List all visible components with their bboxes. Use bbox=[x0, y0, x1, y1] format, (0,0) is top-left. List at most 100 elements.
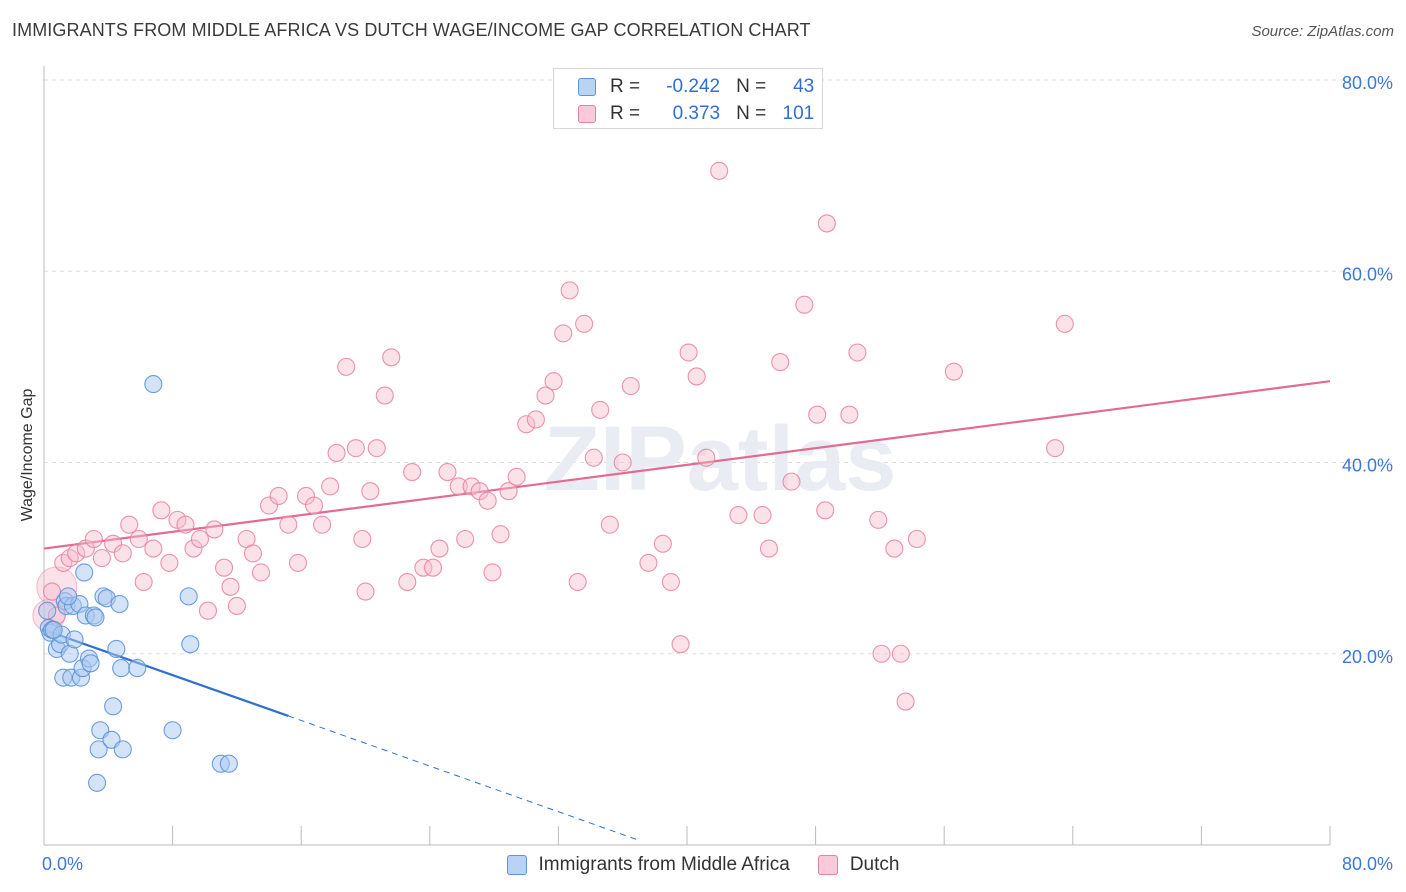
point-dutch bbox=[697, 448, 716, 467]
series-legend: Immigrants from Middle Africa Dutch bbox=[0, 852, 1406, 878]
point-middle-africa bbox=[87, 773, 107, 792]
point-dutch bbox=[152, 501, 171, 520]
point-dutch bbox=[104, 534, 123, 553]
point-dutch bbox=[848, 343, 867, 362]
data-points bbox=[32, 161, 1074, 792]
point-dutch bbox=[795, 295, 814, 314]
point-dutch bbox=[305, 496, 324, 515]
blue-swatch bbox=[506, 855, 527, 875]
point-middle-africa bbox=[81, 654, 100, 673]
point-dutch bbox=[205, 520, 224, 539]
point-dutch bbox=[1055, 314, 1074, 333]
point-middle-africa bbox=[38, 601, 57, 620]
point-dutch bbox=[554, 324, 573, 343]
legend-label: Dutch bbox=[849, 854, 900, 875]
point-dutch bbox=[337, 357, 356, 376]
point-middle-africa bbox=[89, 740, 108, 759]
point-dutch bbox=[456, 529, 475, 549]
point-dutch bbox=[113, 544, 132, 563]
point-middle-africa bbox=[110, 594, 129, 614]
legend-item-middle-africa[interactable]: Immigrants from Middle Africa bbox=[506, 854, 790, 876]
point-dutch bbox=[361, 482, 380, 501]
point-dutch bbox=[438, 463, 457, 482]
r-value: 0.373 bbox=[672, 103, 721, 124]
point-dutch bbox=[507, 467, 526, 486]
point-dutch bbox=[214, 558, 234, 577]
point-dutch bbox=[885, 539, 904, 558]
point-dutch bbox=[269, 486, 288, 506]
point-dutch bbox=[449, 477, 468, 496]
point-middle-africa bbox=[65, 630, 84, 649]
point-dutch bbox=[710, 161, 729, 180]
point-dutch bbox=[346, 439, 365, 458]
point-dutch bbox=[129, 529, 148, 549]
point-dutch bbox=[367, 439, 386, 458]
point-dutch bbox=[227, 596, 246, 615]
point-dutch bbox=[526, 410, 545, 429]
pink-swatch bbox=[817, 855, 838, 875]
n-label: N = bbox=[736, 76, 767, 97]
point-middle-africa bbox=[107, 639, 126, 659]
point-dutch bbox=[92, 549, 111, 568]
r-label: R = bbox=[610, 76, 641, 97]
point-dutch bbox=[67, 544, 86, 563]
point-dutch bbox=[144, 539, 163, 558]
point-dutch bbox=[759, 539, 779, 558]
point-dutch bbox=[382, 348, 401, 367]
trend-line-middle-africa bbox=[43, 628, 289, 717]
point-dutch bbox=[536, 386, 555, 405]
point-middle-africa bbox=[113, 740, 132, 759]
point-dutch bbox=[279, 515, 298, 534]
chart-title: IMMIGRANTS FROM MIDDLE AFRICA VS DUTCH W… bbox=[12, 20, 811, 40]
legend-item-dutch[interactable]: Dutch bbox=[817, 854, 900, 876]
point-dutch bbox=[671, 635, 690, 654]
stats-legend: R = -0.242 N = 43 R = 0.373 N = 101 bbox=[553, 68, 823, 129]
stats-row-blue: R = -0.242 N = 43 bbox=[578, 75, 814, 99]
point-dutch bbox=[403, 463, 422, 482]
point-middle-africa bbox=[112, 659, 131, 678]
point-dutch bbox=[544, 372, 563, 391]
x-tick-label: 0.0% bbox=[42, 854, 83, 874]
n-value: 43 bbox=[793, 76, 815, 97]
r-label: R = bbox=[610, 103, 641, 124]
point-middle-africa bbox=[219, 754, 238, 773]
point-dutch bbox=[491, 525, 510, 544]
y-tick-label: 80.0% bbox=[1342, 73, 1393, 93]
point-dutch bbox=[729, 506, 748, 525]
point-dutch bbox=[313, 515, 332, 534]
trend-lines bbox=[43, 380, 1331, 841]
point-dutch bbox=[327, 443, 346, 462]
point-dutch bbox=[808, 405, 827, 424]
y-tick-label: 40.0% bbox=[1342, 456, 1393, 476]
point-dutch bbox=[560, 281, 579, 300]
point-dutch bbox=[679, 343, 698, 362]
point-dutch bbox=[243, 544, 263, 563]
trend-line-dutch bbox=[43, 380, 1331, 550]
point-dutch bbox=[591, 400, 610, 419]
point-dutch bbox=[414, 558, 433, 577]
point-dutch bbox=[1046, 439, 1065, 458]
point-dutch bbox=[687, 367, 706, 386]
point-dutch bbox=[190, 529, 209, 549]
axes bbox=[43, 66, 1331, 846]
point-dutch bbox=[251, 563, 271, 582]
point-dutch bbox=[872, 644, 891, 663]
point-dutch bbox=[753, 506, 772, 525]
point-dutch bbox=[259, 496, 279, 515]
point-dutch bbox=[353, 529, 372, 549]
point-dutch bbox=[198, 601, 218, 620]
stats-row-pink: R = 0.373 N = 101 bbox=[578, 102, 814, 126]
point-dutch bbox=[375, 386, 394, 405]
point-dutch bbox=[600, 515, 619, 534]
point-dutch bbox=[891, 644, 910, 663]
point-middle-africa bbox=[144, 375, 163, 394]
point-dutch bbox=[176, 515, 195, 534]
point-dutch bbox=[621, 376, 640, 396]
point-middle-africa bbox=[104, 697, 123, 716]
point-middle-africa bbox=[128, 659, 147, 678]
point-dutch bbox=[944, 362, 963, 381]
point-dutch bbox=[896, 692, 915, 711]
point-dutch bbox=[398, 572, 417, 592]
point-dutch bbox=[816, 501, 835, 520]
